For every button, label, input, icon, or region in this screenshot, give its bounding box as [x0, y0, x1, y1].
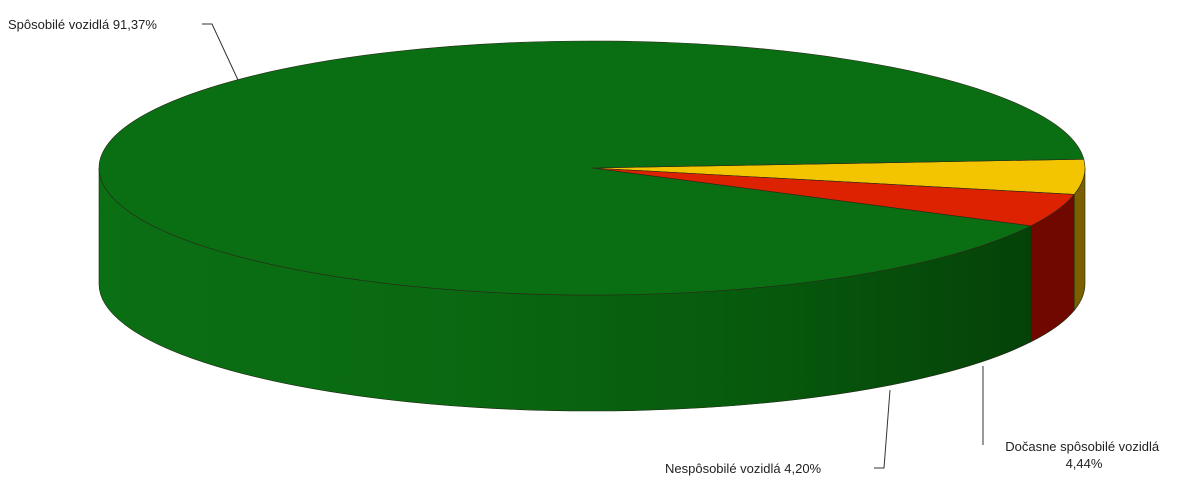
- slice-label-nesposobile: Nespôsobilé vozidlá 4,20%: [665, 461, 822, 476]
- leader-line-nesposobile: [874, 389, 891, 469]
- slice-top-sposobile: [98, 40, 1085, 296]
- slice-label-docasne: Dočasne spôsobilé vozidlá 4,44%: [1005, 439, 1163, 471]
- slice-label-sposobile: Spôsobilé vozidlá 91,37%: [8, 17, 157, 32]
- leader-line-sposobile: [202, 23, 239, 81]
